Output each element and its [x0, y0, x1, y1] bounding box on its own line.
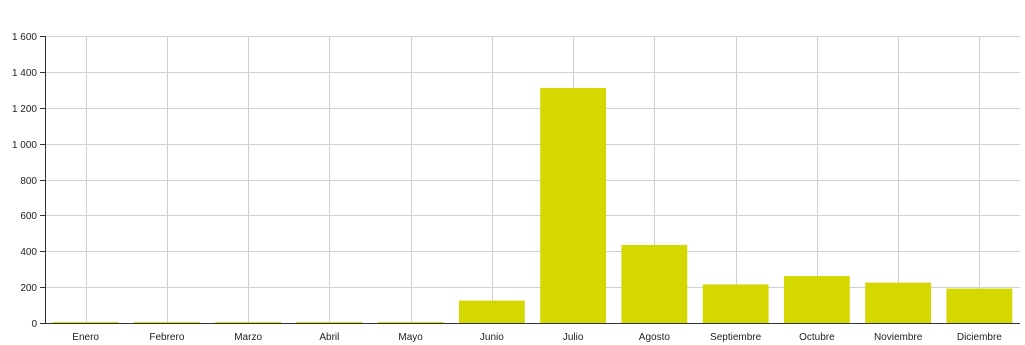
bar-mayo: [377, 322, 444, 323]
x-tick-label: Febrero: [149, 332, 184, 343]
bar-enero: [52, 322, 119, 323]
x-tick-label: Agosto: [639, 332, 671, 343]
y-tick-label: 1 000: [12, 140, 37, 151]
x-tick-label: Abril: [319, 332, 339, 343]
x-tick-label: Marzo: [234, 332, 262, 343]
x-tick-label: Septiembre: [710, 332, 762, 343]
bar-abril: [296, 322, 363, 323]
y-tick-label: 200: [20, 283, 37, 294]
bar-junio: [458, 300, 525, 323]
y-tick-label: 1 200: [12, 104, 37, 115]
bar-febrero: [133, 322, 200, 323]
x-tick-label: Noviembre: [874, 332, 923, 343]
x-tick-label: Julio: [563, 332, 584, 343]
bar-septiembre: [702, 284, 769, 323]
y-tick-label: 0: [31, 319, 37, 330]
x-tick-label: Octubre: [799, 332, 835, 343]
axes: [40, 36, 1020, 324]
x-tick-label: Mayo: [398, 332, 423, 343]
y-tick-label: 400: [20, 247, 37, 258]
y-tick-label: 800: [20, 176, 37, 187]
bar-octubre: [783, 276, 850, 323]
bar-agosto: [621, 244, 688, 323]
bar-marzo: [215, 322, 282, 323]
bar-julio: [540, 88, 607, 323]
grid: [45, 36, 1020, 323]
y-tick-label: 1 600: [12, 32, 37, 43]
x-tick-labels: Enero Febrero Marzo Abril Mayo Junio Julio Agos…: [72, 332, 1002, 343]
y-tick-label: 600: [20, 211, 37, 222]
bar-noviembre: [865, 282, 932, 323]
x-tick-label: Enero: [72, 332, 99, 343]
x-tick-label: Junio: [480, 332, 504, 343]
y-tick-label: 1 400: [12, 68, 37, 79]
bar-diciembre: [946, 288, 1013, 323]
bars: [52, 88, 1013, 323]
x-tick-label: Diciembre: [957, 332, 1002, 343]
y-tick-labels: 0 200 400 600 800 1 000 1 200 1 400 1 600: [12, 32, 37, 330]
